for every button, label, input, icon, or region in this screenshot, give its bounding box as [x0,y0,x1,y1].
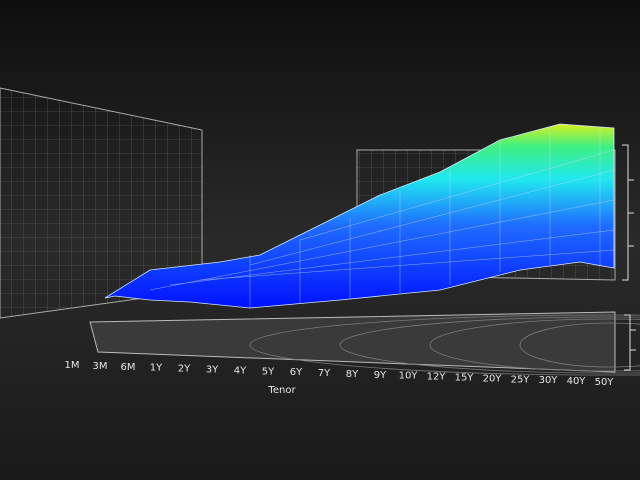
x-tick-label: 20Y [483,373,503,384]
x-tick-label: 50Y [595,377,615,388]
right-axis [622,144,636,371]
floor-contours [249,314,640,376]
floor [89,311,616,373]
x-tick-label: 10Y [399,371,419,382]
x-tick-label: 7Y [318,368,331,379]
x-tick-label: 3Y [206,364,219,375]
x-tick-label: 9Y [374,370,387,381]
x-tick-label: 12Y [427,372,447,383]
x-tick-label: 1Y [150,363,163,374]
x-tick-label: 40Y [567,376,587,387]
x-tick-label: 6Y [290,367,303,378]
x-axis-label: Tenor [267,385,296,396]
x-tick-label: 1M [65,360,80,371]
surface-mesh [149,126,615,308]
x-tick-label: 8Y [346,369,359,380]
x-tick-label: 3M [93,361,108,372]
x-tick-label: 6M [121,362,136,373]
x-tick-label: 25Y [511,374,531,385]
x-tick-label: 4Y [234,365,247,376]
x-tick-label: 30Y [539,375,559,386]
x-tick-label: 15Y [455,373,475,384]
x-tick-label: 5Y [262,366,275,377]
x-tick-label: 2Y [178,364,191,375]
surface [104,123,615,309]
